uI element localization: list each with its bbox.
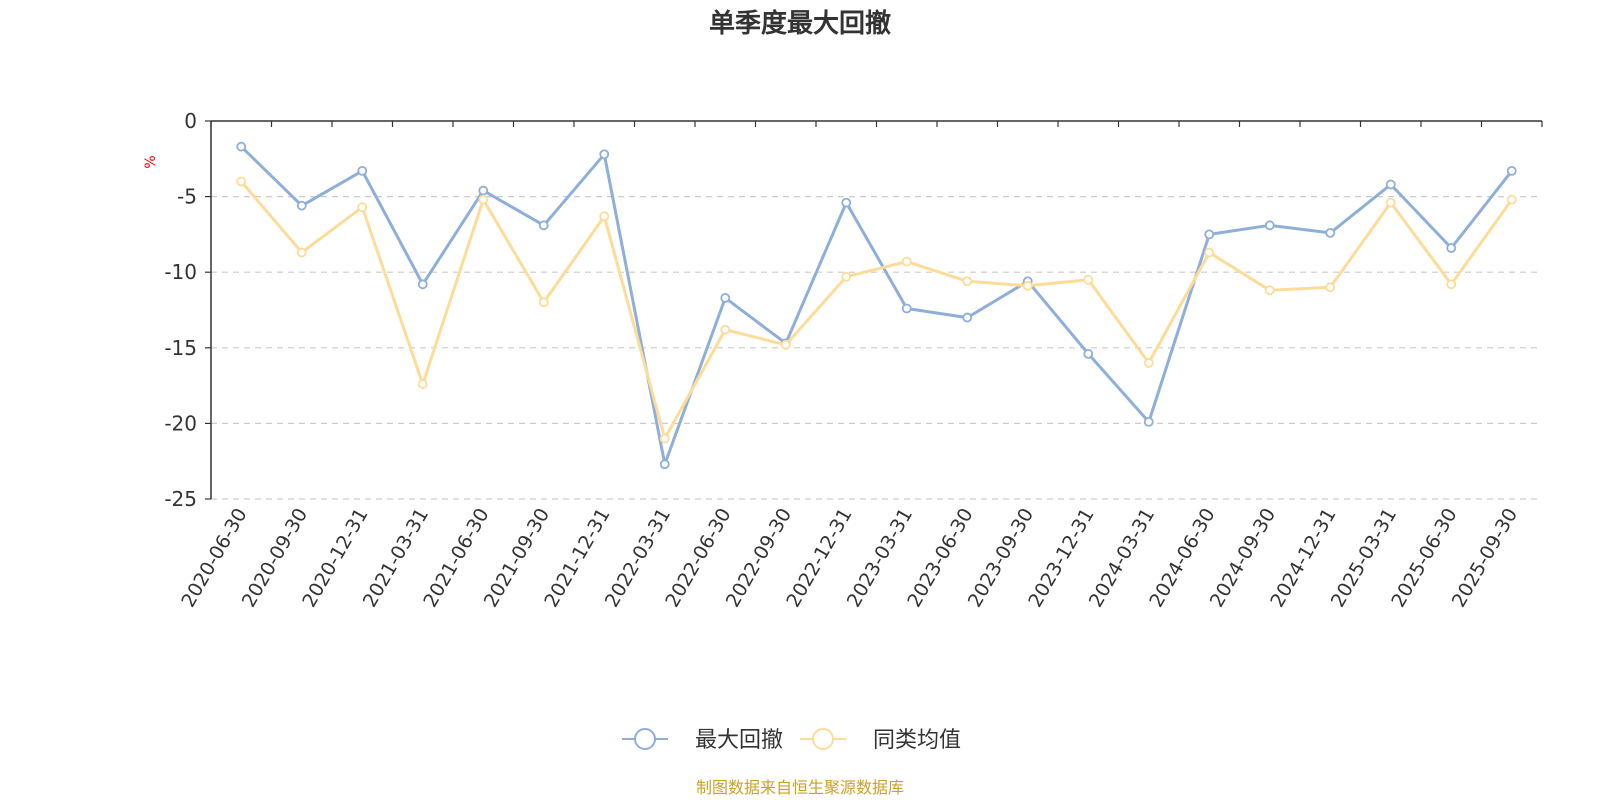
y-tick-label: -25 [164, 487, 197, 511]
legend-item-2: 同类均值 [800, 728, 961, 753]
data-point [780, 339, 791, 350]
series-2 [236, 176, 1517, 444]
y-tick-labels: 0 -5 -10 -15 -20 -25 [164, 109, 197, 511]
data-point [357, 165, 368, 176]
data-point [1325, 227, 1336, 238]
data-point [962, 312, 973, 323]
series-lines [236, 141, 1517, 470]
data-point [1264, 220, 1275, 231]
data-point [1083, 348, 1094, 359]
data-point [1385, 179, 1396, 190]
data-point [962, 276, 973, 287]
data-point [1204, 247, 1215, 258]
data-point [478, 194, 489, 205]
chart-title: 单季度最大回撤 [709, 8, 891, 39]
grid-lines [211, 196, 1542, 500]
y-tick-label: -15 [164, 336, 197, 360]
series-1 [236, 141, 1517, 470]
data-point [1325, 282, 1336, 293]
data-point [1506, 194, 1517, 205]
data-point [599, 149, 610, 160]
data-point [236, 176, 247, 187]
data-point [296, 247, 307, 258]
data-point [841, 271, 852, 282]
data-point [659, 459, 670, 470]
legend-label: 同类均值 [873, 728, 961, 753]
data-point [538, 220, 549, 231]
data-point [599, 211, 610, 222]
data-point [1143, 358, 1154, 368]
data-point [659, 433, 670, 444]
data-point [417, 279, 428, 290]
series-line [240, 145, 1513, 466]
x-tick-label: 2025-09-30 [1448, 505, 1522, 612]
data-point [1446, 243, 1457, 253]
data-point [841, 197, 852, 208]
y-axis-unit-label: % [143, 155, 159, 168]
data-point [901, 303, 912, 314]
legend-label: 最大回撤 [695, 728, 783, 753]
data-point [357, 202, 368, 213]
data-point [1385, 197, 1396, 208]
data-point [538, 297, 549, 308]
data-point [478, 185, 489, 196]
source-note: 制图数据来自恒生聚源数据库 [696, 778, 904, 797]
data-point [1264, 285, 1275, 296]
data-point [417, 379, 428, 389]
axes [205, 120, 1543, 500]
y-tick-label: 0 [184, 109, 197, 133]
data-point [296, 200, 307, 211]
data-point [236, 141, 247, 152]
series-line [240, 180, 1514, 440]
data-point [1446, 279, 1457, 290]
y-tick-label: -20 [164, 411, 197, 435]
data-point [1506, 165, 1517, 176]
legend-marker-icon [634, 728, 656, 750]
data-point [1083, 274, 1094, 285]
data-point [720, 293, 731, 303]
legend-item-1: 最大回撤 [622, 728, 783, 753]
data-point [1022, 280, 1033, 291]
legend-marker-icon [812, 728, 834, 750]
y-tick-label: -10 [164, 260, 197, 284]
x-tick-labels: 2020-06-302020-09-302020-12-312021-03-31… [177, 505, 1522, 612]
data-point [1204, 229, 1215, 240]
data-point [901, 256, 912, 267]
data-point [720, 324, 731, 335]
data-point [1143, 416, 1154, 427]
y-tick-label: -5 [177, 185, 197, 209]
legend: 最大回撤 同类均值 [622, 728, 961, 753]
